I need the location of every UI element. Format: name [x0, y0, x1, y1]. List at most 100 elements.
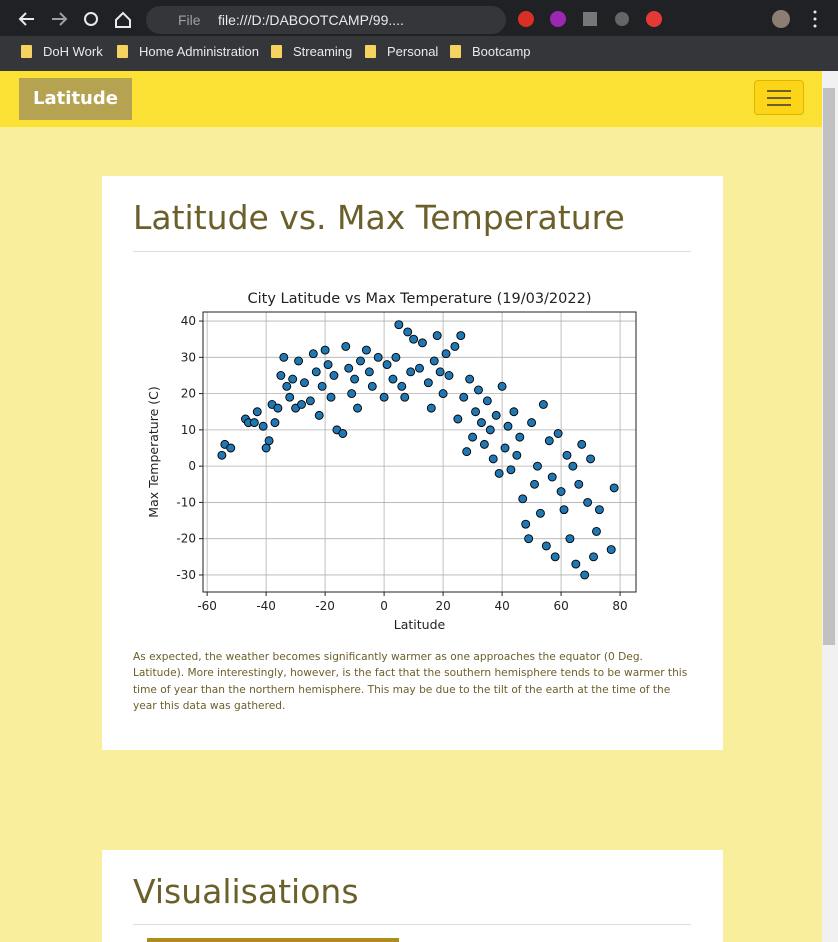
- point: [379, 392, 389, 402]
- point: [397, 381, 407, 391]
- point: [217, 450, 227, 460]
- point: [589, 552, 598, 562]
- point: [382, 360, 392, 370]
- point: [426, 403, 436, 413]
- point: [341, 342, 351, 351]
- x-tick-label: -40: [256, 599, 276, 613]
- point: [459, 392, 469, 402]
- point: [556, 487, 566, 496]
- bookmark[interactable]: Personal: [387, 44, 439, 59]
- point: [524, 534, 534, 544]
- point: [344, 363, 354, 373]
- folder-icon: [271, 45, 282, 58]
- point: [417, 338, 427, 348]
- point: [394, 320, 404, 330]
- bookmark[interactable]: Bootcamp: [472, 44, 531, 59]
- point: [515, 432, 525, 442]
- address-bar[interactable]: File file:///D:/DABOOTCAMP/99....: [146, 6, 506, 34]
- point: [494, 468, 504, 478]
- point: [541, 541, 551, 551]
- point: [320, 345, 330, 355]
- point: [533, 461, 542, 471]
- url[interactable]: file:///D:/DABOOTCAMP/99....: [218, 12, 404, 28]
- point: [438, 389, 448, 399]
- point: [388, 374, 398, 384]
- point: [326, 392, 336, 402]
- y-tick-label: 20: [181, 387, 196, 401]
- x-axis-label: Latitude: [394, 617, 446, 632]
- scrollbar[interactable]: [822, 71, 838, 942]
- point: [512, 450, 522, 460]
- chart: City Latitude vs Max Temperature (19/03/…: [146, 291, 637, 632]
- card-title: Latitude vs. Max Temperature: [133, 198, 625, 237]
- point: [535, 508, 545, 518]
- bookmark[interactable]: Home Administration: [139, 44, 259, 59]
- point: [550, 552, 560, 562]
- folder-icon: [450, 45, 461, 58]
- navbar: [0, 71, 822, 127]
- point: [500, 443, 510, 453]
- point: [270, 418, 280, 428]
- point: [294, 356, 304, 366]
- folder-icon: [21, 45, 32, 58]
- point: [288, 374, 298, 384]
- toolbar-icons: [18, 10, 817, 28]
- card: Latitude vs. Max Temperature City Latitu…: [102, 176, 723, 750]
- point: [423, 378, 433, 388]
- y-tick-label: 40: [181, 314, 196, 328]
- point: [485, 425, 495, 435]
- point: [409, 334, 419, 344]
- point: [562, 450, 572, 460]
- point: [258, 421, 268, 431]
- point: [361, 345, 371, 355]
- point: [403, 327, 413, 337]
- point: [476, 418, 486, 428]
- x-tick-label: 0: [380, 599, 388, 613]
- bookmark[interactable]: Streaming: [293, 44, 353, 59]
- point: [450, 342, 460, 351]
- point: [285, 392, 295, 402]
- point: [252, 407, 262, 417]
- menu-toggle[interactable]: [754, 80, 804, 115]
- x-tick-label: -60: [197, 599, 217, 613]
- point: [509, 407, 519, 417]
- folder-icon: [365, 45, 376, 58]
- point: [488, 454, 498, 464]
- point: [317, 381, 327, 391]
- point: [364, 367, 374, 377]
- point: [453, 414, 463, 424]
- point: [432, 331, 442, 341]
- point: [547, 472, 557, 482]
- x-tick-label: 40: [494, 599, 509, 613]
- point: [465, 374, 475, 384]
- y-tick-label: -30: [176, 568, 196, 582]
- navbar-brand[interactable]: Latitude: [19, 78, 132, 120]
- point: [506, 465, 516, 475]
- point: [297, 400, 306, 409]
- point: [491, 410, 501, 420]
- divider: [133, 924, 691, 925]
- point: [580, 570, 590, 580]
- point: [435, 367, 445, 377]
- point: [441, 349, 451, 359]
- x-tick-label: 20: [435, 599, 450, 613]
- point: [350, 374, 360, 384]
- chart-title: City Latitude vs Max Temperature (19/03/…: [248, 291, 592, 307]
- point: [226, 443, 236, 453]
- bookmark[interactable]: DoH Work: [43, 44, 103, 59]
- point: [527, 418, 537, 428]
- point: [544, 436, 554, 446]
- point: [391, 352, 401, 362]
- y-tick-label: 0: [188, 459, 196, 473]
- scroll-thumb[interactable]: [823, 88, 835, 645]
- tab-bar: File file:///D:/DABOOTCAMP/99....: [0, 0, 838, 36]
- point: [279, 352, 289, 362]
- point: [400, 392, 410, 402]
- point: [273, 403, 283, 413]
- point: [444, 371, 454, 380]
- point: [530, 479, 539, 489]
- point: [323, 360, 333, 370]
- point: [586, 454, 596, 464]
- point: [308, 349, 318, 359]
